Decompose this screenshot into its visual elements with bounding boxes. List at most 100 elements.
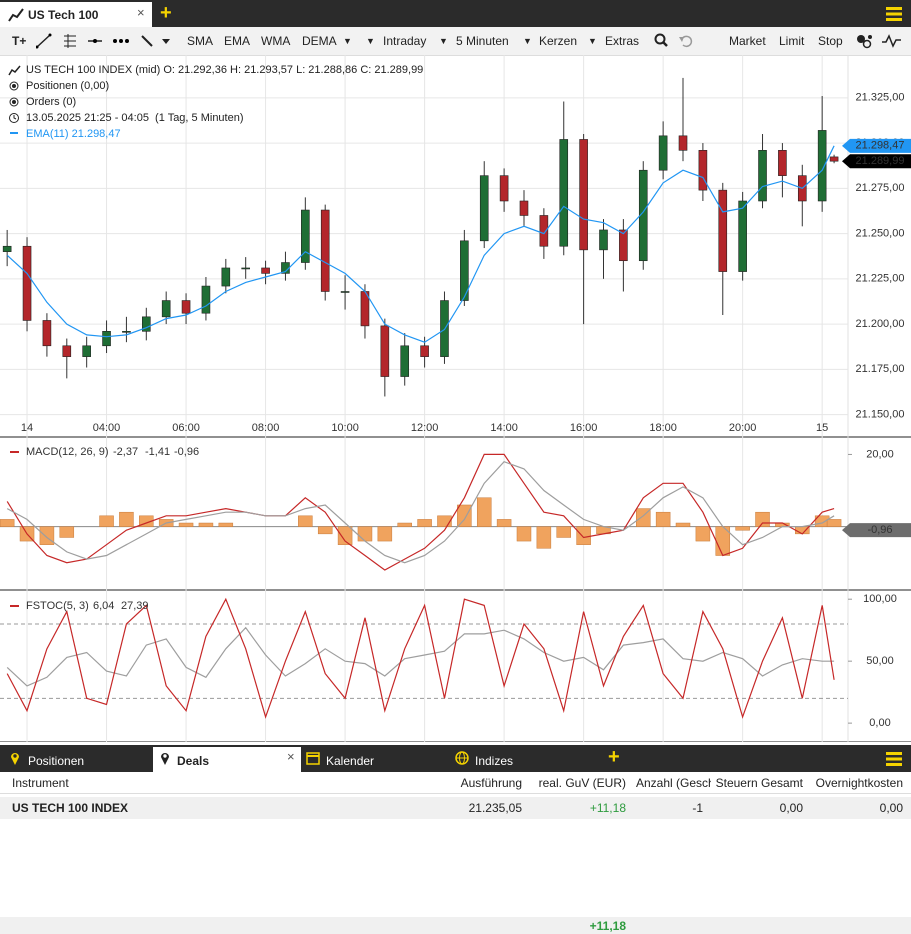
dropdown-arrow[interactable]: ▼ [343,36,352,46]
zoom-undo[interactable] [654,33,700,49]
indicator[interactable]: EMA [224,34,251,48]
histogram-bar [695,526,711,542]
legend-value: -1,41 [145,446,170,458]
histogram-bar [735,526,750,531]
order-button[interactable]: Limit [779,34,805,48]
x-tick-label: 12:00 [411,422,439,434]
tab-close[interactable]: × [137,5,145,20]
candle-body [579,139,588,251]
histogram-bar [139,515,154,527]
add-tab[interactable]: + [160,2,172,24]
dropdown[interactable]: Intraday [383,34,427,48]
cell: 0,00 [879,801,903,815]
tab-title: US Tech 100 [28,8,99,22]
ema-name: EMA(11) [26,128,69,140]
candle-body [738,200,747,272]
cell: -1 [692,801,703,815]
candle-body [241,267,250,270]
menu-icon[interactable] [886,752,902,766]
y-tick-label: 0,00 [869,717,890,729]
pin-icon [161,753,169,765]
candle-body [420,345,429,357]
add-tab[interactable]: + [608,746,620,768]
ema-info: EMA(11) 21.298,47 [26,128,121,140]
bottom-tab[interactable]: Indizes [475,754,514,768]
column-header[interactable]: real. GuV (EUR) [538,776,626,790]
histogram-bar [377,526,393,542]
histogram-bar [317,526,333,535]
candle-body [2,245,12,252]
column-header[interactable]: Anzahl (Geschl [636,776,711,790]
histogram-bar [675,522,691,527]
dropdown-arrow[interactable]: ▼ [439,36,448,46]
order-button[interactable]: Stop [818,34,843,48]
dropdown-arrow[interactable]: ▼ [523,36,532,46]
legend-value: -2,37 [113,446,138,458]
candle-body [261,267,270,274]
legend-title: FSTOC(5, 3) [26,600,89,612]
tab-close[interactable]: × [287,749,295,764]
y-tick-label: 21.325,00 [856,92,905,104]
bottom-tab[interactable]: Kalender [326,754,375,768]
ema-value: 21.298,47 [71,128,121,140]
indicator[interactable]: DEMA [302,34,337,48]
dropdown[interactable]: Extras [605,34,640,48]
candle-body [82,345,91,357]
histogram-bar [755,511,770,527]
active-tab[interactable]: US Tech 100 × [0,2,152,27]
dropdown[interactable]: Kerzen [539,34,578,48]
dropdown[interactable]: 5 Minuten [456,34,509,48]
chart-icon [8,8,24,22]
drawing-tools[interactable] [36,33,176,49]
column-header[interactable]: Steuern Gesamt [715,776,803,790]
pin-icon [11,753,19,765]
dropdown-arrow[interactable]: ▼ [588,36,597,46]
range-info: 13.05.2025 21:25 - 04:05 (1 Tag, 5 Minut… [26,112,244,124]
ohlc: O: 21.292,36 [163,64,227,76]
candle-body [400,345,410,377]
cell: US TECH 100 INDEX [12,801,129,815]
text-tool[interactable]: T+ [12,34,27,48]
macd-line [6,461,835,564]
indicator[interactable]: WMA [261,34,291,48]
table-row[interactable] [0,797,911,819]
cell: 0,00 [779,801,803,815]
histogram-bar [39,526,55,545]
orders-info: Orders (0) [26,96,77,108]
candle-body [559,139,569,247]
y-tick-label: 21.200,00 [856,318,905,330]
histogram-bar [298,515,313,527]
indicator[interactable]: SMA [187,34,214,48]
histogram-bar [397,522,412,527]
calendar-icon [306,752,320,765]
histogram-bar [576,526,591,545]
candle-body [460,240,469,301]
order-button[interactable]: Market [729,34,766,48]
y-tick-label: 50,00 [866,655,894,667]
cell: 21.235,05 [468,801,522,815]
candle-body [201,285,211,314]
toolbar: T+ SMA EMA WMA DEMA ▼ ▼ Intraday ▼ 5 Min… [0,27,911,56]
menu-icon[interactable] [886,7,902,21]
cell: +11,18 [589,801,626,815]
column-header[interactable]: Overnightkosten [815,776,903,790]
total-row [0,917,911,934]
ema-line [6,145,835,343]
price-marker [842,523,911,538]
candle-body [102,331,111,347]
histogram-bar [99,515,114,527]
x-tick-label: 14 [21,422,33,434]
bottom-tab[interactable]: Positionen [28,754,85,768]
column-header[interactable]: Instrument [12,776,69,790]
x-tick-label: 10:00 [331,422,359,434]
column-header[interactable]: Ausführung [460,776,522,790]
histogram-bar [516,526,532,542]
dropdown-arrow[interactable]: ▼ [366,36,375,46]
active-bottom-tab[interactable]: Deals × [153,747,301,772]
price-marker [842,154,911,169]
ohlc: C: 21.289,99 [360,64,424,76]
candle-body [658,135,668,171]
legend-title: MACD(12, 26, 9) [26,446,109,458]
globe-icon [455,751,469,765]
toolbar-icons[interactable] [856,33,902,49]
